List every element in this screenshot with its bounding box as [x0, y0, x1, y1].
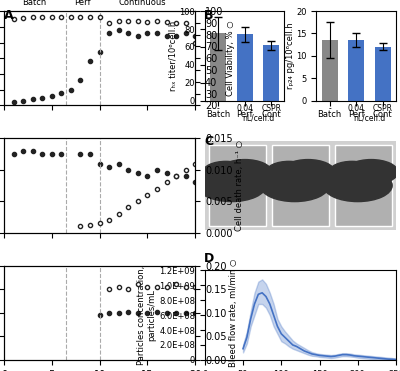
Text: 0.04: 0.04 [348, 104, 365, 113]
Text: nL/cell.d: nL/cell.d [242, 113, 274, 122]
Text: -: - [328, 104, 331, 113]
Y-axis label: Cell Viability, % ○: Cell Viability, % ○ [226, 20, 235, 96]
Circle shape [266, 161, 312, 183]
Y-axis label: Cell death rate, h⁻¹ ○: Cell death rate, h⁻¹ ○ [235, 140, 244, 231]
FancyBboxPatch shape [272, 145, 329, 226]
Text: nL/cell.d: nL/cell.d [353, 113, 386, 122]
Bar [263, 45, 279, 101]
Bar [322, 40, 338, 101]
Bar [237, 35, 252, 101]
Text: Continuous: Continuous [119, 0, 166, 7]
Circle shape [344, 160, 398, 185]
Circle shape [203, 161, 249, 183]
Circle shape [329, 161, 375, 183]
Circle shape [218, 160, 272, 185]
Y-axis label: rₕₓ titer/10⁶cell.h: rₕₓ titer/10⁶cell.h [169, 21, 178, 91]
Text: D: D [204, 252, 214, 265]
Text: 0.04: 0.04 [236, 104, 253, 113]
FancyBboxPatch shape [335, 145, 392, 226]
Bar [375, 47, 391, 101]
Text: C: C [204, 135, 213, 148]
FancyBboxPatch shape [209, 145, 266, 226]
Text: CSPR: CSPR [261, 104, 281, 113]
Text: Batch: Batch [22, 0, 47, 7]
Circle shape [281, 160, 335, 185]
Text: A: A [4, 9, 14, 22]
Bar [210, 33, 226, 101]
Text: Perf: Perf [74, 0, 91, 7]
Text: -: - [217, 104, 220, 113]
Text: CSPR: CSPR [373, 104, 393, 113]
Bar [348, 40, 364, 101]
Y-axis label: Bleed flow rate, ml/min ○: Bleed flow rate, ml/min ○ [229, 259, 238, 367]
Y-axis label: rₚ₂₄ pg/10⁶cell.h: rₚ₂₄ pg/10⁶cell.h [286, 23, 295, 89]
Circle shape [197, 170, 266, 201]
Y-axis label: Particles concentration,
particles/mL: Particles concentration, particles/mL [137, 266, 156, 365]
Circle shape [260, 170, 329, 201]
Circle shape [323, 170, 392, 201]
Text: B: B [204, 9, 214, 22]
